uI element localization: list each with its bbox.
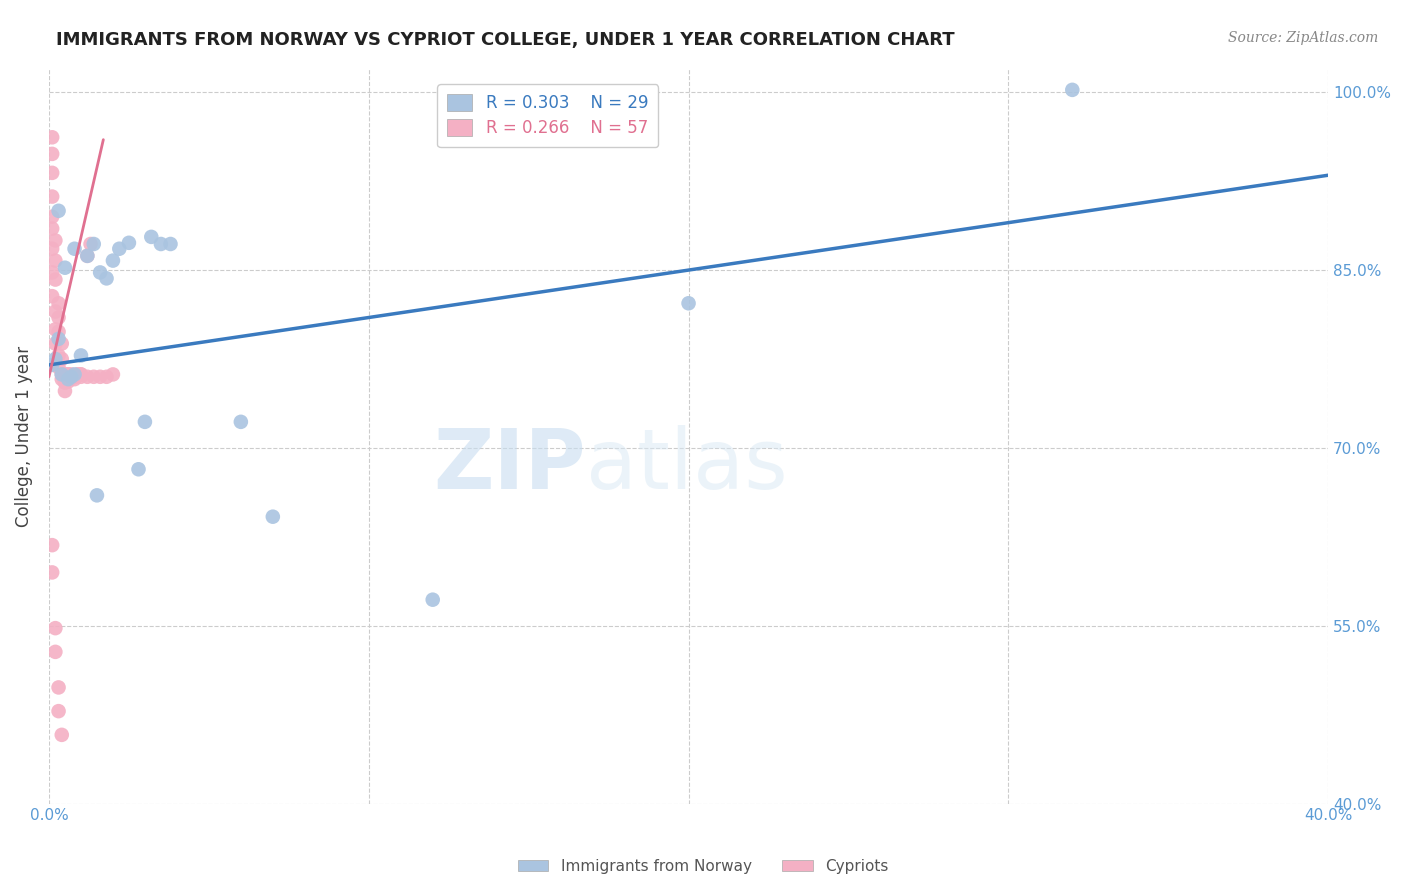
Point	[96, 369, 118, 384]
Y-axis label: College, Under 1 year: College, Under 1 year	[15, 345, 32, 526]
Point	[56, 368, 79, 382]
Point	[51, 368, 73, 382]
Point	[108, 242, 131, 256]
Point	[422, 592, 444, 607]
Point	[63, 369, 86, 384]
Point	[44, 621, 66, 635]
Point	[53, 376, 76, 390]
Point	[44, 351, 66, 366]
Point	[118, 235, 141, 250]
Point	[44, 304, 66, 318]
Point	[48, 360, 70, 375]
Point	[76, 249, 98, 263]
Point	[70, 369, 93, 384]
Point	[83, 237, 105, 252]
Point	[48, 332, 70, 346]
Point	[53, 384, 76, 398]
Point	[60, 369, 83, 384]
Point	[41, 289, 63, 303]
Point	[86, 488, 108, 502]
Point	[51, 728, 73, 742]
Point	[56, 372, 79, 386]
Point	[128, 462, 150, 476]
Text: IMMIGRANTS FROM NORWAY VS CYPRIOT COLLEGE, UNDER 1 YEAR CORRELATION CHART: IMMIGRANTS FROM NORWAY VS CYPRIOT COLLEG…	[56, 31, 955, 49]
Point	[63, 242, 86, 256]
Point	[149, 237, 172, 252]
Point	[41, 210, 63, 224]
Text: atlas: atlas	[586, 425, 787, 506]
Point	[70, 348, 93, 362]
Point	[51, 372, 73, 386]
Point	[53, 260, 76, 275]
Point	[63, 369, 86, 384]
Point	[53, 369, 76, 384]
Point	[56, 368, 79, 382]
Point	[44, 253, 66, 268]
Point	[41, 189, 63, 203]
Point	[134, 415, 156, 429]
Point	[51, 368, 73, 382]
Point	[229, 415, 252, 429]
Point	[51, 336, 73, 351]
Point	[48, 310, 70, 325]
Point	[44, 272, 66, 286]
Point	[41, 147, 63, 161]
Legend: Immigrants from Norway, Cypriots: Immigrants from Norway, Cypriots	[512, 853, 894, 880]
Point	[44, 322, 66, 336]
Point	[76, 369, 98, 384]
Point	[41, 130, 63, 145]
Point	[66, 368, 89, 382]
Point	[83, 369, 105, 384]
Point	[41, 221, 63, 235]
Legend: R = 0.303    N = 29, R = 0.266    N = 57: R = 0.303 N = 29, R = 0.266 N = 57	[437, 84, 658, 147]
Point	[678, 296, 700, 310]
Point	[63, 368, 86, 382]
Point	[44, 336, 66, 351]
Point	[70, 368, 93, 382]
Point	[41, 358, 63, 372]
Point	[41, 242, 63, 256]
Point	[51, 351, 73, 366]
Point	[48, 203, 70, 218]
Point	[41, 265, 63, 279]
Point	[76, 249, 98, 263]
Point	[101, 253, 124, 268]
Point	[89, 369, 111, 384]
Point	[48, 348, 70, 362]
Point	[48, 704, 70, 718]
Point	[1062, 83, 1084, 97]
Text: ZIP: ZIP	[433, 425, 586, 506]
Point	[48, 681, 70, 695]
Point	[48, 325, 70, 339]
Point	[63, 372, 86, 386]
Point	[44, 645, 66, 659]
Point	[60, 369, 83, 384]
Point	[41, 166, 63, 180]
Point	[41, 538, 63, 552]
Point	[44, 234, 66, 248]
Point	[60, 369, 83, 384]
Point	[48, 296, 70, 310]
Point	[70, 368, 93, 382]
Point	[60, 368, 83, 382]
Point	[159, 237, 181, 252]
Point	[89, 265, 111, 279]
Point	[53, 375, 76, 389]
Point	[262, 509, 284, 524]
Point	[101, 368, 124, 382]
Point	[66, 368, 89, 382]
Point	[141, 230, 163, 244]
Point	[56, 375, 79, 389]
Point	[53, 368, 76, 382]
Point	[96, 271, 118, 285]
Text: Source: ZipAtlas.com: Source: ZipAtlas.com	[1227, 31, 1378, 45]
Point	[79, 237, 101, 252]
Point	[41, 566, 63, 580]
